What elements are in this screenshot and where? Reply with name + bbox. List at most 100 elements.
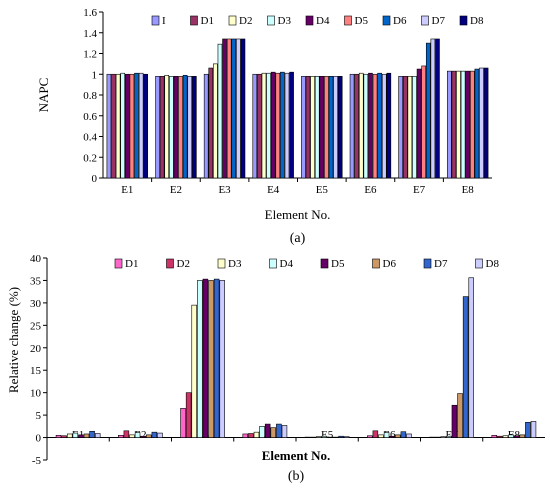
bar: [349, 73, 355, 179]
x-tick-label: E3: [218, 184, 231, 196]
bar: [530, 421, 537, 438]
bar: [180, 408, 186, 438]
legend-swatch: [269, 258, 277, 269]
bar: [446, 435, 452, 438]
legend-label: D8: [486, 258, 500, 270]
x-tick-label: E6: [364, 184, 377, 196]
bar: [182, 74, 188, 179]
y-tick-label: 1.6: [83, 7, 97, 19]
legend-swatch: [190, 15, 198, 26]
y-tick-label: 40: [30, 253, 42, 265]
bar: [363, 73, 369, 179]
bar: [134, 432, 141, 438]
y-tick-label: 5: [36, 410, 42, 422]
bar: [372, 73, 378, 179]
legend-label: D1: [201, 15, 214, 27]
bar: [321, 435, 328, 438]
legend-swatch: [166, 258, 174, 269]
bar: [178, 76, 183, 179]
bar: [94, 433, 101, 438]
chart-panel-a: 0 0.2 0.4 0.6 0.8 1 1.2 1.4 1.6 E1 E2 E3 E4 E5 E6 E7 E8 I…: [36, 7, 492, 246]
bar: [217, 43, 223, 179]
bar: [513, 435, 520, 438]
bar: [208, 67, 214, 179]
bar: [407, 76, 413, 179]
y-tick-label: 0: [92, 173, 98, 185]
bar: [328, 76, 334, 179]
bar: [310, 76, 315, 179]
x-tick-label: E5: [321, 429, 334, 441]
bar: [266, 72, 271, 179]
bar: [337, 76, 343, 179]
bar: [146, 434, 152, 438]
bar: [192, 76, 197, 179]
legend-label: D7: [432, 15, 446, 27]
x-tick-label: E8: [462, 184, 475, 196]
bar: [155, 76, 160, 179]
bar: [314, 76, 320, 179]
bar: [402, 76, 408, 179]
bar: [319, 76, 325, 179]
legend-swatch: [305, 15, 314, 26]
bar: [213, 278, 220, 438]
bar: [398, 76, 403, 179]
bar: [456, 70, 461, 179]
bar: [151, 431, 158, 438]
bar: [264, 423, 271, 438]
bar: [164, 74, 170, 179]
bar: [125, 73, 130, 179]
bar: [197, 280, 203, 438]
bar: [169, 76, 174, 179]
legend-swatch: [228, 15, 237, 26]
bar: [354, 73, 359, 179]
legend-swatch: [382, 15, 391, 26]
bar: [123, 430, 130, 438]
bar: [118, 435, 124, 438]
bar: [129, 434, 135, 438]
bar: [372, 430, 379, 438]
bar: [381, 73, 387, 179]
x-tick-label: E2: [134, 429, 146, 441]
x-tick-label: E7: [413, 184, 426, 196]
legend-label: D3: [228, 258, 242, 270]
bar: [252, 73, 258, 179]
bar: [248, 433, 254, 438]
legend-swatch: [423, 258, 432, 269]
bar: [324, 76, 329, 179]
x-tick-label: E4: [267, 184, 280, 196]
bar: [469, 70, 475, 179]
legend-label: D5: [355, 15, 369, 27]
legend-label: D4: [280, 258, 294, 270]
bar: [115, 73, 121, 179]
y-tick-label: 0.6: [83, 111, 97, 123]
bar: [213, 63, 218, 179]
bar: [383, 432, 390, 438]
bar: [253, 431, 260, 438]
bar: [275, 72, 281, 179]
bar: [395, 434, 401, 438]
panel-label: (a): [290, 231, 306, 246]
bar: [281, 425, 288, 438]
bar: [138, 72, 144, 179]
bar: [301, 76, 306, 179]
bar: [240, 38, 246, 179]
bar: [332, 436, 339, 439]
bar: [61, 435, 67, 438]
legend-label: D4: [316, 15, 330, 27]
bar: [270, 427, 277, 438]
bar: [406, 433, 412, 438]
legend-swatch: [217, 258, 226, 269]
bar: [157, 432, 163, 438]
bar: [508, 434, 514, 438]
bar: [143, 73, 149, 179]
panel-label: (b): [288, 469, 305, 484]
legend-label: I: [162, 15, 166, 27]
x-tick-label: E8: [508, 429, 521, 441]
y-axis-label: NAPC: [36, 78, 51, 113]
x-tick-label: E2: [170, 184, 182, 196]
bar: [483, 67, 489, 179]
bar: [78, 434, 84, 438]
legend-swatch: [344, 15, 352, 26]
bar: [284, 72, 290, 179]
